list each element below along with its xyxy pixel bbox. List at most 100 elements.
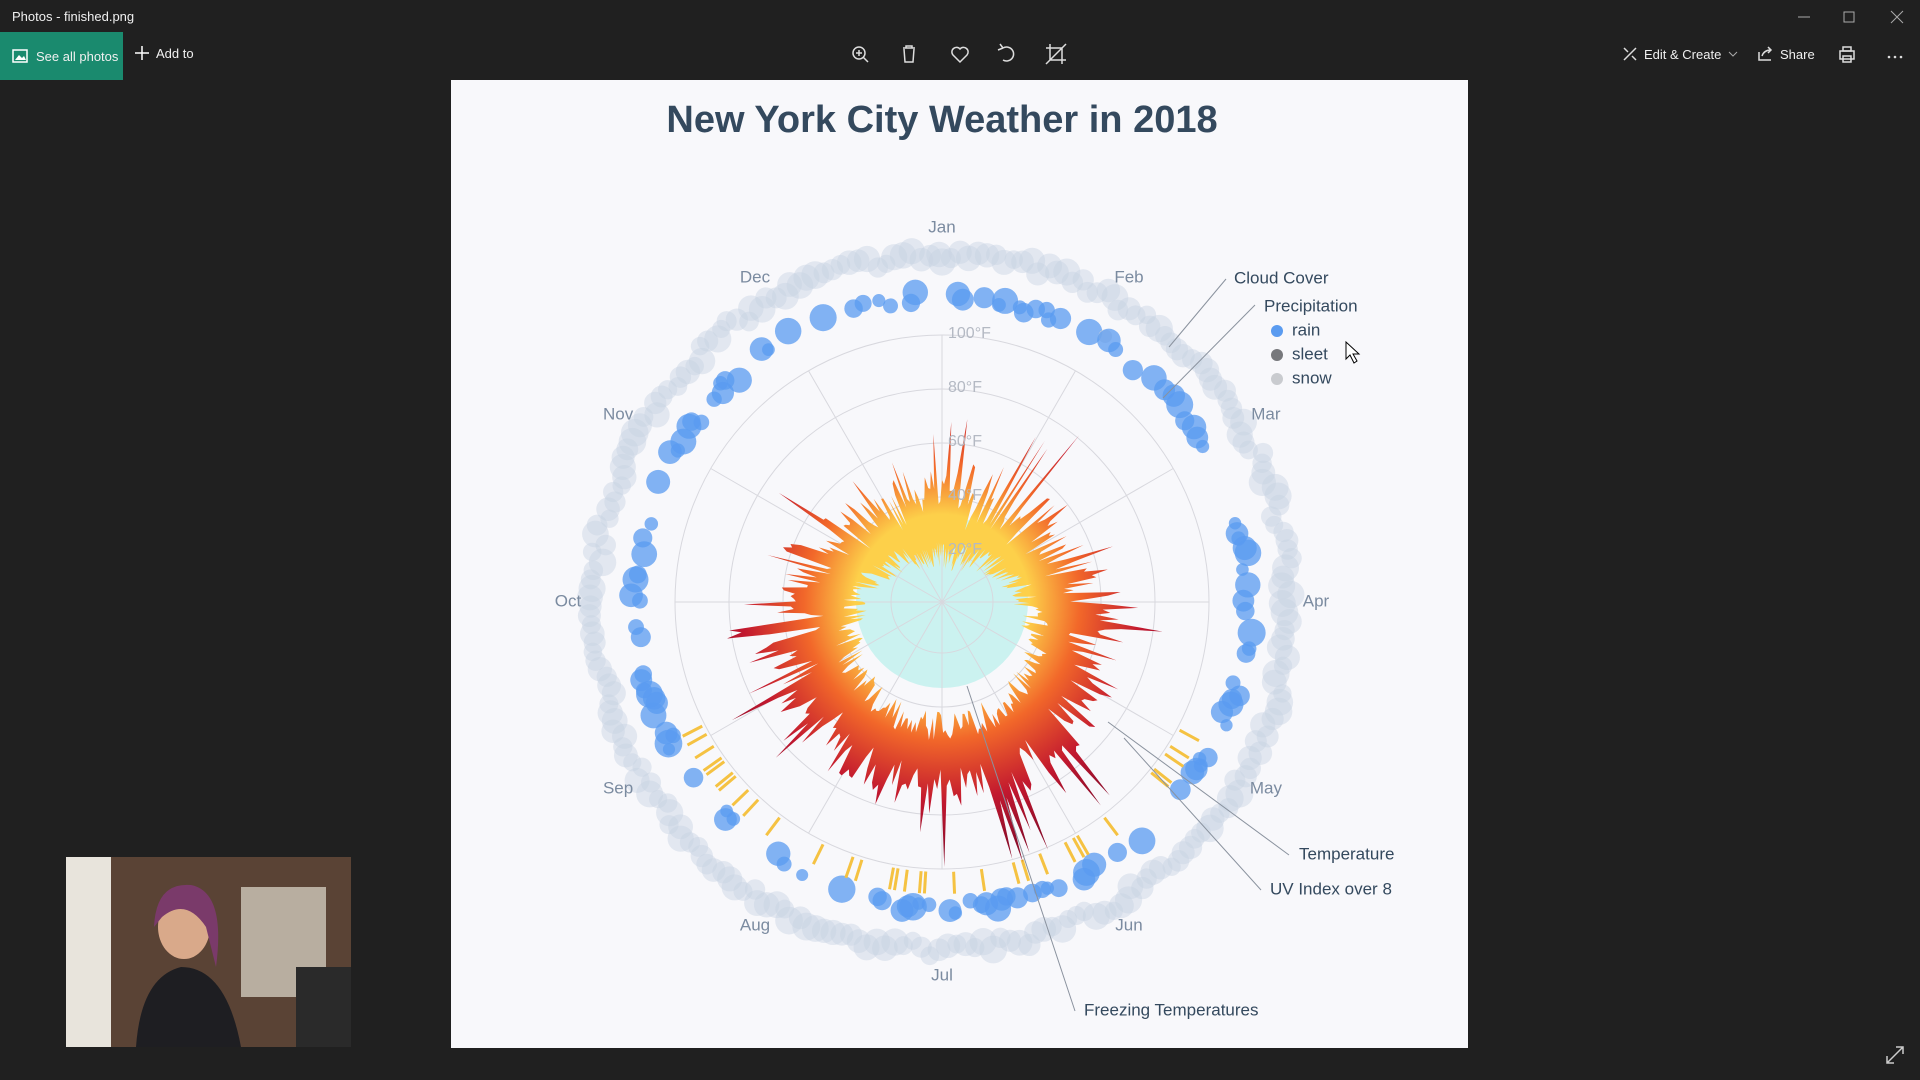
chevron xyxy=(1728,51,1738,57)
cloud-dot xyxy=(1275,529,1299,552)
cloud-dot xyxy=(1230,408,1257,436)
cloud-dot xyxy=(1131,876,1154,900)
uv-tick xyxy=(1164,752,1185,768)
share-button[interactable]: Share xyxy=(1757,46,1815,62)
legend-label: rain xyxy=(1292,320,1320,339)
annotation-line xyxy=(966,685,1076,1012)
delete-icon[interactable] xyxy=(903,45,915,63)
cloud-dot xyxy=(836,250,862,275)
grid-spoke xyxy=(710,468,943,603)
uv-tick xyxy=(1076,834,1090,856)
cloud-dot xyxy=(1024,921,1047,944)
cloud-dot xyxy=(1266,634,1293,661)
add-to-button[interactable]: Add to xyxy=(134,45,194,61)
see-all-photos-button[interactable]: See all photos xyxy=(0,32,123,80)
zoom-icon[interactable] xyxy=(852,46,869,63)
month-label: Nov xyxy=(603,404,634,423)
precip-dot xyxy=(828,875,856,903)
cloud-dot xyxy=(1217,389,1238,411)
cloud-dot xyxy=(926,241,952,268)
uv-tick xyxy=(844,856,855,879)
cloud-dot xyxy=(1260,506,1282,527)
cloud-dot xyxy=(1194,358,1220,383)
cloud-dot xyxy=(620,418,649,447)
cloud-dot xyxy=(991,249,1017,275)
cloud-dot xyxy=(659,815,679,835)
precip-dot xyxy=(883,298,898,314)
cloud-dot xyxy=(623,753,642,772)
cloud-dot xyxy=(1239,440,1258,460)
precip-dot xyxy=(633,528,653,548)
cloud-dot xyxy=(612,465,637,490)
precip-dot xyxy=(693,414,710,431)
cloud-dot xyxy=(965,937,985,958)
cloud-dot xyxy=(853,245,881,273)
fullscreen-icon[interactable] xyxy=(1884,1044,1906,1066)
cloud-dot xyxy=(1277,539,1298,560)
cloud-dot xyxy=(1018,933,1041,957)
see-all-label: See all photos xyxy=(36,48,119,64)
cloud-dot xyxy=(1162,857,1181,876)
cloud-dot xyxy=(578,574,606,602)
cloud-dot xyxy=(763,891,791,919)
cloud-dot xyxy=(1178,835,1203,859)
restore[interactable] xyxy=(1843,11,1855,23)
cloud-dot xyxy=(739,311,759,332)
cloud-dot xyxy=(679,832,701,853)
uv-tick xyxy=(952,871,957,894)
uv-tick xyxy=(702,756,723,772)
precip-dot xyxy=(774,317,802,345)
uv-tick xyxy=(922,871,928,894)
cloud-dot xyxy=(1184,828,1205,849)
rotate-icon[interactable] xyxy=(997,43,1015,62)
close[interactable] xyxy=(1890,10,1904,24)
cloud-dot xyxy=(748,296,776,323)
window-controls xyxy=(1798,10,1904,24)
month-label: Sep xyxy=(603,778,633,797)
cloud-dot xyxy=(953,932,978,957)
window-title: Photos - finished.png xyxy=(12,9,135,24)
month-label: Mar xyxy=(1251,404,1281,423)
cloud-dot xyxy=(1004,250,1024,269)
crop-icon[interactable] xyxy=(1045,43,1067,65)
cloud-dot xyxy=(1140,859,1166,885)
temperature-tick-label: 80°F xyxy=(948,379,982,396)
more-icon[interactable] xyxy=(1887,55,1903,59)
cloud-dot xyxy=(881,928,909,956)
legend-swatch xyxy=(1271,325,1283,337)
cloud-dot xyxy=(1273,521,1294,543)
cloud-dot xyxy=(733,881,753,901)
legend-swatch xyxy=(1271,373,1283,385)
edit-create-button[interactable]: Edit & Create xyxy=(1622,46,1739,62)
plus-icon xyxy=(135,46,149,60)
cloud-dot xyxy=(792,912,821,941)
cloud-dot xyxy=(1066,906,1086,926)
cloud-dot xyxy=(690,336,710,356)
uv-tick xyxy=(1020,859,1031,882)
cloud-dot xyxy=(813,262,835,284)
temperature-tick-label: 60°F xyxy=(948,433,982,450)
print-icon[interactable] xyxy=(1839,46,1855,63)
cloud-dot xyxy=(1082,902,1110,930)
precip-dot xyxy=(1234,539,1262,567)
cloud-dot xyxy=(596,666,617,687)
uv-tick xyxy=(681,724,703,738)
cloud-dot xyxy=(881,244,908,271)
uv-tick xyxy=(888,867,895,890)
cloud-dot xyxy=(853,934,880,961)
cloud-dot xyxy=(1276,609,1302,634)
cloud-dot xyxy=(846,249,870,273)
cloud-dot xyxy=(644,391,667,415)
cloud-dot xyxy=(1086,282,1108,304)
precip-dot xyxy=(1076,318,1103,346)
cloud-dot xyxy=(1026,262,1050,286)
cloud-dot xyxy=(1076,281,1098,303)
precip-dot xyxy=(1072,867,1096,891)
precip-dot xyxy=(1196,439,1210,454)
uv-tick xyxy=(917,871,923,894)
cloud-dot xyxy=(788,906,812,930)
cloud-dot xyxy=(846,929,871,954)
favorite-icon[interactable] xyxy=(951,46,969,64)
annotation-line xyxy=(1107,721,1290,856)
cloud-dot xyxy=(948,240,972,264)
